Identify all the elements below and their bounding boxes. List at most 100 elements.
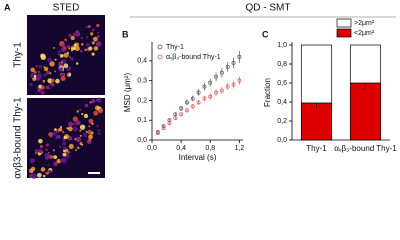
blob (43, 66, 49, 72)
blob (34, 151, 38, 155)
panel-label: A (4, 2, 11, 12)
point (173, 116, 178, 121)
blob (30, 73, 33, 76)
x-tick-label: αᵥβ₃-bound Thy-1 (334, 144, 397, 153)
blob (38, 138, 43, 144)
blob (90, 131, 94, 135)
blob (85, 130, 88, 133)
x-tick-label: 0,4 (176, 145, 186, 152)
blob (91, 41, 95, 45)
blob (56, 134, 61, 139)
legend-label: <2μm² (354, 30, 375, 37)
point (237, 54, 242, 59)
blob (40, 167, 46, 172)
blob (72, 126, 78, 132)
blob (52, 149, 55, 152)
blob (60, 73, 65, 77)
blob (36, 172, 42, 178)
blob (58, 53, 60, 56)
point (184, 108, 189, 113)
blob (81, 144, 84, 146)
blob (46, 70, 50, 75)
blob (91, 28, 95, 32)
y-tick-label: 0,3 (137, 77, 147, 84)
blob (68, 34, 72, 37)
blob (95, 41, 102, 47)
blob (45, 171, 49, 175)
image-label: αvβ3-bound Thy-1 (13, 97, 24, 179)
blob (35, 92, 38, 94)
blob (57, 50, 61, 54)
y-tick-label: 0,0 (137, 137, 147, 144)
point (231, 82, 236, 87)
blob (40, 145, 43, 148)
blob (35, 75, 41, 80)
point (225, 84, 230, 89)
blob (88, 46, 93, 51)
blob (88, 118, 94, 124)
blob (85, 25, 88, 29)
point (202, 96, 207, 101)
blob (67, 150, 70, 154)
blob (96, 23, 100, 28)
point (173, 112, 178, 117)
blob (93, 46, 99, 51)
blob (79, 134, 82, 137)
blob (29, 168, 34, 174)
blob (97, 31, 100, 34)
y-tick-label: 0,6 (277, 80, 287, 87)
blob (60, 75, 66, 82)
blob (43, 66, 45, 68)
blob (58, 145, 62, 149)
blob (47, 78, 53, 84)
point (214, 74, 219, 79)
blob (81, 43, 84, 46)
point (202, 84, 207, 89)
point (214, 90, 219, 95)
blob (75, 149, 78, 152)
blob (83, 113, 89, 119)
y-tick-label: 0,8 (277, 61, 287, 68)
blob (98, 100, 101, 103)
blob (61, 61, 63, 64)
legend-swatch (336, 18, 352, 28)
blob (77, 146, 80, 150)
blob (68, 143, 74, 150)
blob (61, 130, 65, 134)
point (196, 90, 201, 95)
blob (38, 148, 43, 153)
blob (55, 78, 60, 84)
x-axis-label: Interval (s) (179, 153, 217, 162)
blob (75, 136, 82, 143)
blob (89, 101, 92, 104)
blob (30, 74, 35, 79)
blob (48, 132, 53, 137)
blob (66, 72, 69, 75)
scale-bar (88, 172, 100, 174)
blob (53, 46, 56, 49)
x-tick-label: 1,2 (234, 145, 244, 152)
y-tick-label: 0,2 (277, 118, 287, 125)
blob (60, 59, 66, 65)
blob (35, 65, 38, 68)
blob (54, 128, 57, 131)
bar-segment (300, 102, 333, 141)
section-header: QD - SMT (246, 3, 291, 14)
blob (62, 152, 67, 157)
blob (72, 46, 76, 51)
blob (47, 57, 52, 63)
blob (31, 173, 37, 179)
blob (43, 73, 47, 77)
blob (70, 35, 75, 41)
blob (33, 70, 37, 74)
blob (74, 45, 80, 52)
blob (44, 152, 50, 159)
blob (58, 127, 63, 132)
blob (73, 118, 76, 121)
image-label: Thy-1 (13, 42, 24, 68)
blob (53, 161, 58, 167)
blob (54, 58, 57, 61)
blob (61, 157, 66, 162)
blob (49, 154, 54, 159)
point (190, 104, 195, 109)
